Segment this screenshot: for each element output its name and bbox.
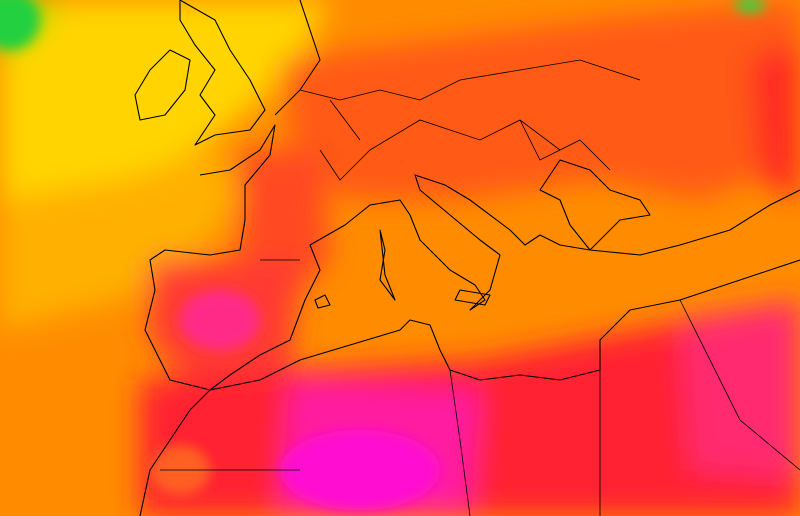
light-orange-zone [0, 150, 240, 330]
magenta-zone [680, 300, 800, 480]
green-spot [735, 0, 765, 13]
islands [314, 229, 491, 309]
magenta-spot [280, 430, 440, 510]
ireland [134, 49, 191, 121]
magenta-spot [180, 290, 260, 350]
red-orange-zone [280, 0, 800, 200]
country-borders [160, 59, 800, 516]
red-zone [750, 40, 800, 200]
greece [539, 159, 651, 251]
africa-coast [139, 259, 800, 516]
europe-coast [144, 0, 800, 391]
coastlines [134, 0, 800, 516]
yellow-zone [0, 0, 330, 220]
great-britain [179, 0, 266, 146]
green-spot [0, 0, 40, 50]
borders [160, 59, 800, 516]
